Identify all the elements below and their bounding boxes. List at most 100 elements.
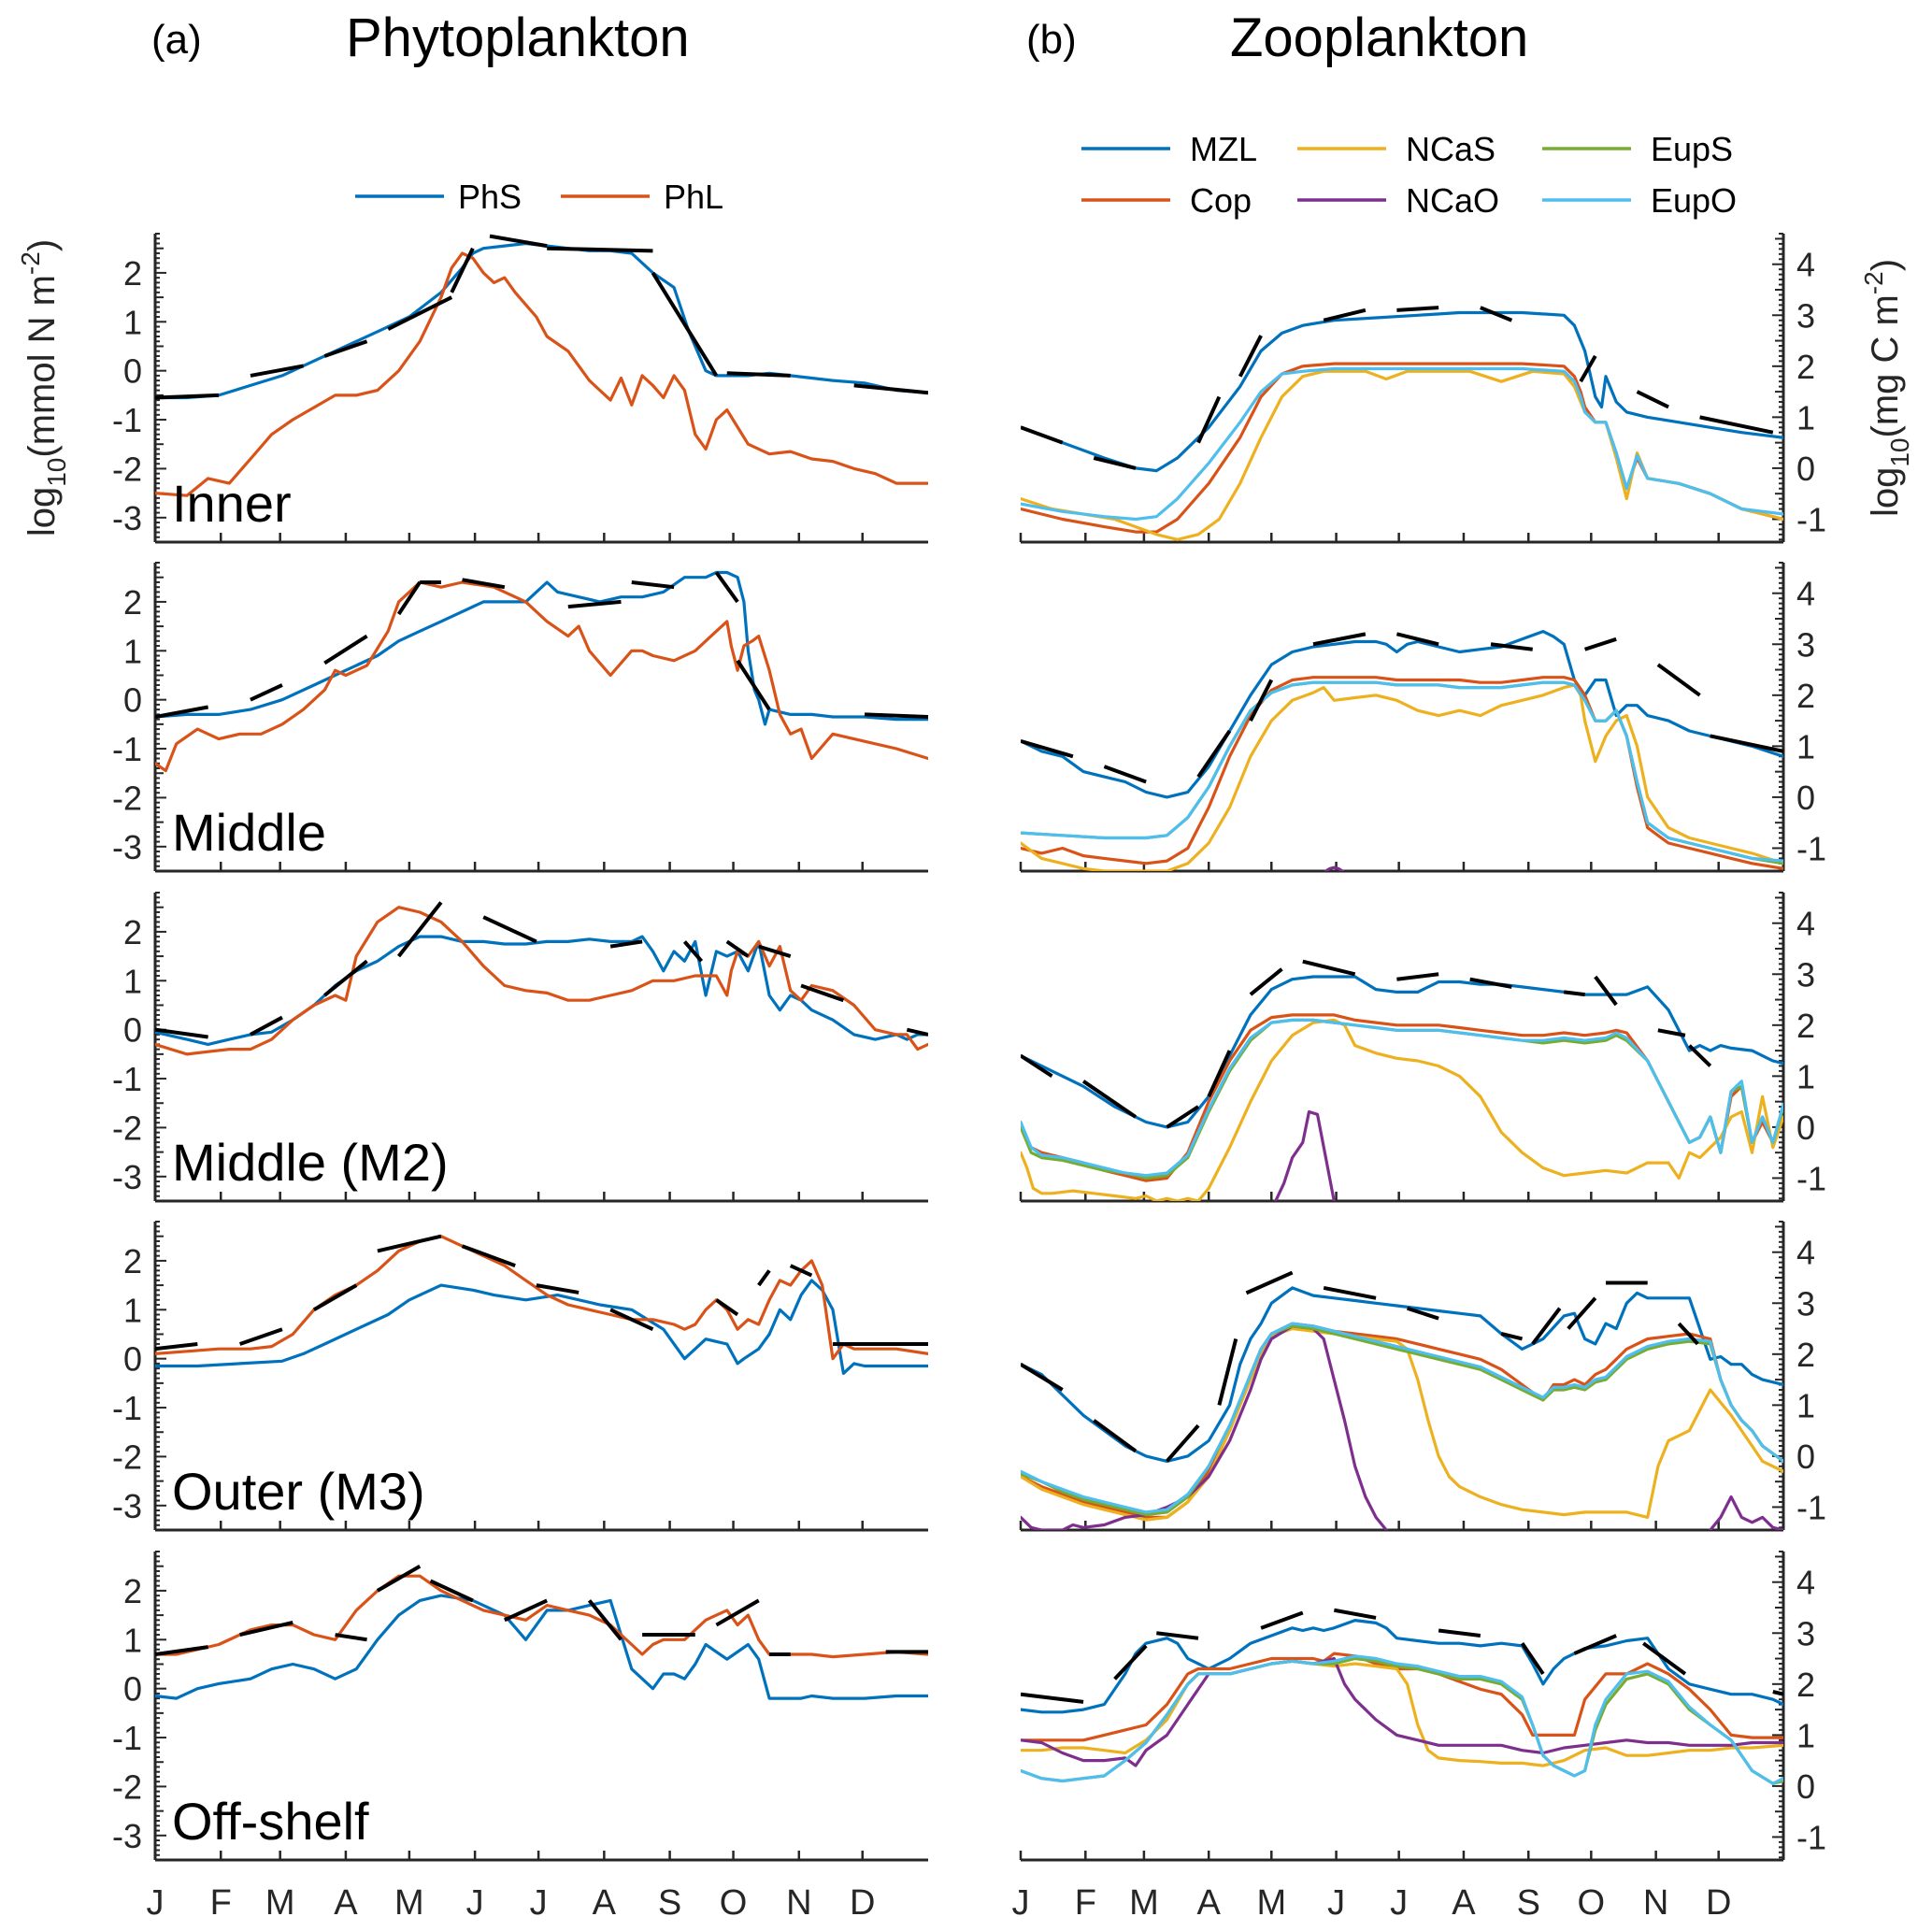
series-eupo [1021, 1018, 1783, 1178]
series-eupo [1021, 366, 1783, 522]
observation-segment [323, 339, 368, 358]
observation-segment [536, 1283, 580, 1294]
x-tick-label: N [786, 1883, 811, 1923]
observation-segment [1302, 959, 1356, 977]
series-ncao [1709, 1495, 1783, 1530]
observation-segment [736, 659, 771, 711]
series-ncas [1021, 683, 1783, 871]
observation-segment [462, 578, 506, 590]
observation-segment [547, 246, 653, 253]
series-mzl [1021, 975, 1783, 1129]
observation-segment [1406, 1306, 1439, 1321]
observation-segment [1021, 425, 1064, 445]
x-tick-label: A [1452, 1883, 1476, 1923]
observation-segment [758, 944, 792, 959]
axis-title-superscript: -2 [16, 251, 45, 275]
observation-segment [609, 939, 643, 949]
series-phl [155, 580, 928, 773]
x-tick-label: J [466, 1883, 484, 1923]
y-tick-label: -1 [112, 1719, 142, 1757]
axis-title-subscript: 10 [1885, 438, 1914, 467]
y-tick-label: 0 [123, 1011, 142, 1050]
series-eupo [1021, 680, 1783, 863]
series-cop [1021, 362, 1783, 534]
observation-segment [682, 940, 704, 963]
observation-segment [1772, 1690, 1783, 1696]
observation-segment [250, 683, 283, 702]
observation-segment [312, 1283, 358, 1312]
series-eups [1021, 1018, 1783, 1180]
y-tick-label: 1 [1796, 1716, 1815, 1754]
y-tick-label: 3 [1796, 625, 1815, 664]
observation-segment [1323, 1285, 1377, 1300]
observation-segment [1103, 765, 1147, 784]
y-tick-label: 3 [1796, 1614, 1815, 1652]
observation-segment [1490, 642, 1533, 651]
axis-title-log: log [21, 487, 63, 536]
observation-segment [376, 1564, 422, 1593]
region-label: Off-shelf [172, 1792, 369, 1851]
series-eupo [1021, 1322, 1783, 1514]
observation-segment [800, 983, 845, 1003]
y-tick-label: 2 [123, 583, 142, 622]
x-tick-label: F [1075, 1883, 1096, 1923]
observation-segment [1238, 335, 1263, 378]
observation-segment [238, 1327, 283, 1346]
observation-segment [1260, 1610, 1304, 1630]
observation-segment [631, 579, 675, 590]
series-eups [1021, 1324, 1783, 1517]
legend-label-cop: Cop [1190, 181, 1252, 220]
axis-title-unit: (mmol N m [21, 275, 63, 458]
x-tick-label: J [1327, 1883, 1345, 1923]
series-cop [1021, 1322, 1783, 1520]
y-tick-label: -2 [112, 1109, 142, 1147]
x-tick-label: D [1706, 1883, 1731, 1923]
observation-segment [715, 1298, 739, 1317]
axis-title-superscript: -2 [1859, 271, 1888, 294]
x-tick-label: M [265, 1883, 295, 1923]
series-phl [155, 251, 928, 497]
y-tick-label: 4 [1796, 1234, 1815, 1272]
observation-segment [239, 1621, 293, 1637]
series-ncao [1324, 865, 1344, 871]
series-cop [1021, 676, 1783, 870]
observation-segment [567, 599, 622, 609]
y-tick-label: 3 [1796, 1284, 1815, 1323]
y-tick-label: 3 [1796, 296, 1815, 335]
x-tick-label: S [658, 1883, 681, 1923]
observation-segment [1480, 306, 1513, 322]
y-tick-label: 2 [123, 913, 142, 951]
observation-segment [250, 1015, 283, 1037]
series-phs [155, 1279, 928, 1376]
plot-area [1021, 629, 1783, 871]
y-tick-label: 0 [1796, 1109, 1815, 1147]
series-ncao [1021, 1324, 1388, 1530]
observation-segment [1113, 1644, 1148, 1681]
x-tick-label: M [1256, 1883, 1286, 1923]
series-ncas [1021, 1659, 1783, 1767]
x-tick-label: M [394, 1883, 424, 1923]
observation-segment [1081, 1080, 1138, 1119]
series-ncas [1021, 369, 1783, 541]
observation-segment [1021, 1363, 1064, 1392]
series-ncao [1021, 1656, 1783, 1767]
x-tick-label: S [1517, 1883, 1540, 1923]
observation-segment [155, 1645, 208, 1656]
observation-segment [1217, 1337, 1238, 1406]
observation-segment [1156, 1631, 1199, 1640]
series-phs [155, 570, 928, 726]
y-tick-label: 1 [1796, 1057, 1815, 1095]
y-tick-label: 2 [1796, 677, 1815, 715]
observation-segment [323, 634, 368, 665]
observation-segment [377, 1234, 442, 1253]
plot-area [1021, 959, 1783, 1201]
y-tick-label: 2 [123, 1572, 142, 1610]
series-eups [1021, 680, 1783, 865]
series-ncas [1021, 1326, 1783, 1522]
series-mzl [1021, 629, 1783, 799]
y-tick-label: 2 [123, 254, 142, 293]
panel-b-middle: -1 0 1 2 3 4 [1019, 562, 1826, 873]
y-tick-label: 0 [1796, 450, 1815, 488]
observation-segment [155, 705, 209, 719]
